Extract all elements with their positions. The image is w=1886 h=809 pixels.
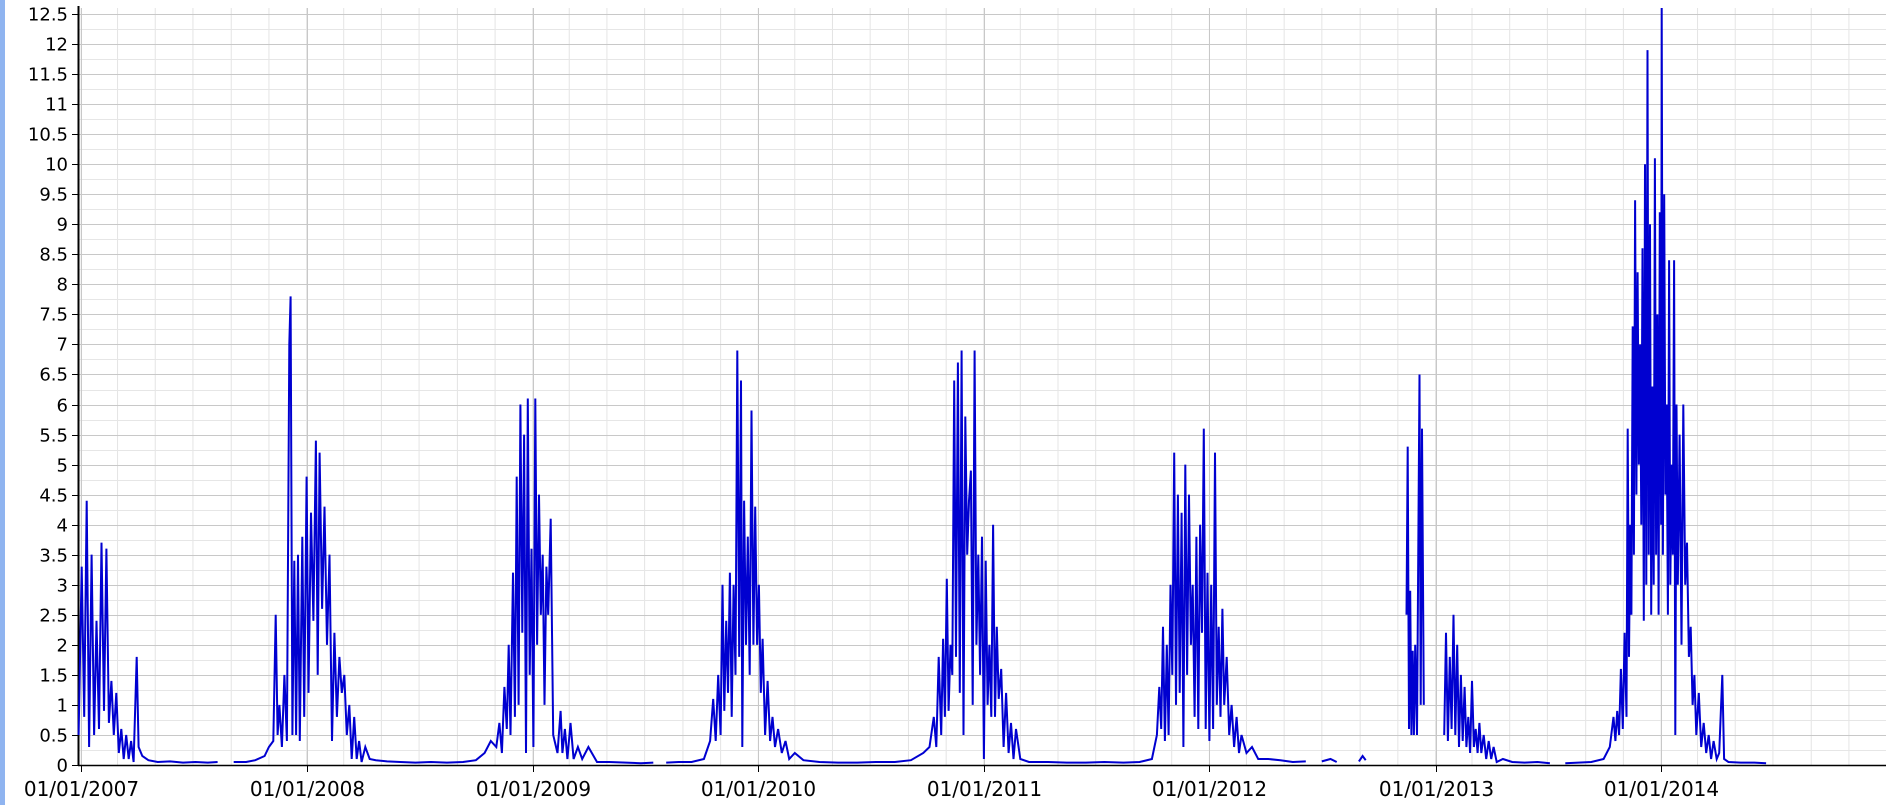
y-tick-label: 0 — [57, 756, 68, 777]
series-line-segment — [1405, 374, 1425, 736]
x-axis-ticks: 01/01/2007 01/01/2008 01/01/2009 01/01/2010… — [24, 765, 1719, 801]
y-tick-label: 5.5 — [39, 426, 68, 447]
y-tick-label: 10 — [45, 155, 68, 176]
y-tick-label: 1 — [57, 696, 68, 717]
x-tick-label: 01/01/2011 — [927, 777, 1042, 801]
y-tick-label: 3 — [57, 576, 68, 597]
x-tick-label: 01/01/2013 — [1379, 777, 1494, 801]
y-tick-label: 3.5 — [39, 546, 68, 567]
series-line-segment — [1443, 614, 1550, 765]
y-tick-label: 5 — [57, 456, 68, 477]
x-tick-label: 01/01/2014 — [1604, 777, 1719, 801]
y-tick-label: 12.5 — [28, 5, 68, 26]
y-tick-label: 0.5 — [39, 726, 68, 747]
y-tick-label: 4 — [57, 516, 68, 537]
axes — [77, 6, 1886, 767]
series-line-segment — [666, 350, 1306, 764]
x-tick-label: 01/01/2012 — [1152, 777, 1267, 801]
y-tick-label: 7.5 — [39, 305, 68, 326]
series-line-segment — [1565, 7, 1767, 765]
left-border-strip — [0, 0, 5, 805]
y-tick-label: 9 — [57, 215, 68, 236]
y-tick-label: 6 — [57, 396, 68, 417]
y-tick-label: 4.5 — [39, 486, 68, 507]
y-tick-label: 2.5 — [39, 606, 68, 627]
x-tick-label: 01/01/2008 — [250, 777, 365, 801]
y-axis-ticks: 00.511.522.533.544.555.566.577.588.599.5… — [28, 5, 78, 777]
series-line-segment — [233, 296, 654, 765]
y-tick-label: 9.5 — [39, 185, 68, 206]
y-tick-label: 7 — [57, 335, 68, 356]
y-tick-label: 1.5 — [39, 666, 68, 687]
y-tick-label: 11 — [45, 95, 68, 116]
y-tick-label: 12 — [45, 35, 68, 56]
series-line-segment — [1358, 754, 1367, 762]
y-tick-label: 10.5 — [28, 125, 68, 146]
x-tick-label: 01/01/2010 — [701, 777, 816, 801]
x-tick-label: 01/01/2009 — [476, 777, 591, 801]
y-tick-label: 8.5 — [39, 245, 68, 266]
series-line-segment — [1321, 757, 1338, 763]
y-tick-label: 11.5 — [28, 65, 68, 86]
y-tick-label: 2 — [57, 636, 68, 657]
y-tick-label: 6.5 — [39, 365, 68, 386]
series-line-segment — [77, 500, 218, 764]
y-tick-label: 8 — [57, 275, 68, 296]
x-tick-label: 01/01/2007 — [24, 777, 139, 801]
series-group — [77, 7, 1767, 765]
